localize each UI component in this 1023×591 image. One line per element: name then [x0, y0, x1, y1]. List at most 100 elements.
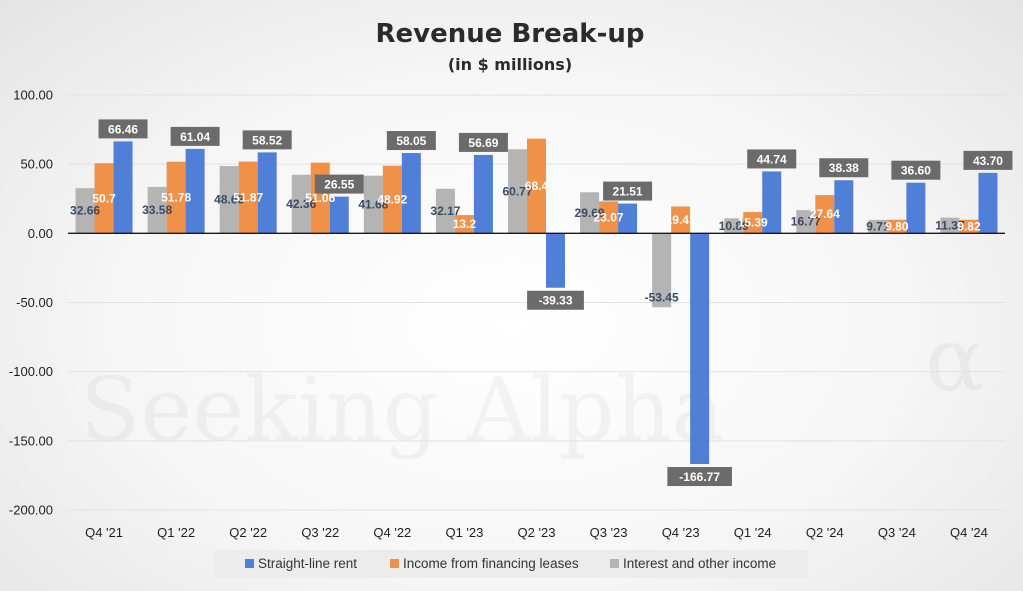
data-label-box-straight-line-rent: [667, 467, 732, 487]
data-label-box-straight-line-rent: [386, 131, 436, 151]
data-label-income-from-financing-leases: 27.64: [810, 207, 840, 221]
legend: Straight-line rent Income from financing …: [214, 550, 808, 578]
data-label-box-straight-line-rent: [314, 174, 364, 194]
data-label-interest-and-other-income: 41.68: [358, 198, 388, 212]
data-label-straight-line-rent: 43.70: [973, 154, 1003, 168]
bar-interest-and-other-income: [435, 188, 455, 234]
legend-label-interest-and-other-income: Interest and other income: [623, 556, 776, 571]
legend-label-income-from-financing-leases: Income from financing leases: [403, 556, 579, 571]
bar-interest-and-other-income: [291, 174, 311, 234]
data-label-straight-line-rent: 61.04: [180, 130, 210, 144]
x-tick-label: Q1 '22: [157, 525, 195, 540]
data-label-income-from-financing-leases: 13.2: [453, 217, 477, 231]
bar-income-from-financing-leases: [671, 206, 691, 234]
bar-income-from-financing-leases: [527, 138, 546, 234]
x-tick-label: Q1 '24: [734, 525, 772, 540]
data-label-straight-line-rent: 56.69: [468, 136, 498, 150]
x-tick-label: Q2 '23: [518, 525, 556, 540]
bar-interest-and-other-income: [508, 149, 527, 234]
data-label-income-from-financing-leases: 68.4: [525, 179, 549, 193]
bar-interest-and-other-income: [940, 217, 960, 234]
x-tick-label: Q3 '24: [878, 525, 916, 540]
x-tick-label: Q3 '23: [590, 525, 628, 540]
bar-income-from-financing-leases: [599, 201, 619, 234]
y-axis: 100.00 50.00 0.00 -50.00 -100.00 -150.00 -200.…: [9, 88, 53, 518]
bar-straight-line-rent: [906, 182, 926, 234]
y-tick-label: 100.00: [13, 88, 53, 103]
data-label-income-from-financing-leases: 9.80: [885, 220, 909, 234]
x-axis: Q4 '21 Q1 '22 Q2 '22 Q3 '22 Q4 '22 Q1 '23 Q2 '…: [85, 525, 988, 540]
data-label-box-straight-line-rent: [963, 150, 1013, 170]
y-tick-label: -150.00: [9, 433, 53, 448]
data-label-income-from-financing-leases: 15.39: [738, 216, 768, 230]
bar-income-from-financing-leases: [166, 161, 186, 234]
legend-label-straight-line-rent: Straight-line rent: [258, 556, 357, 571]
watermark: Seeking Alpha: [80, 358, 724, 461]
bar-interest-and-other-income: [75, 188, 95, 234]
y-tick-label: -100.00: [9, 364, 53, 379]
data-label-box-straight-line-rent: [603, 181, 653, 201]
data-label-box-straight-line-rent: [819, 158, 869, 178]
bar-income-from-financing-leases: [454, 215, 474, 234]
data-label-interest-and-other-income: 33.58: [142, 203, 172, 217]
y-tick-label: 50.00: [20, 157, 53, 172]
data-label-interest-and-other-income: -53.45: [645, 290, 679, 304]
data-label-income-from-financing-leases: 23.07: [594, 210, 624, 224]
chart-title: Revenue Break-up: [376, 19, 645, 49]
legend-swatch-straight-line-rent: [245, 559, 254, 568]
data-label-interest-and-other-income: 16.77: [791, 215, 821, 229]
data-label-straight-line-rent: 58.52: [252, 133, 282, 147]
bar-interest-and-other-income: [219, 166, 239, 234]
data-label-straight-line-rent: 66.46: [108, 122, 138, 136]
bar-straight-line-rent: [546, 233, 565, 288]
bar-interest-and-other-income: [147, 186, 167, 234]
bar-straight-line-rent: [618, 203, 638, 234]
bar-income-from-financing-leases: [94, 163, 114, 234]
data-label-income-from-financing-leases: 51.78: [161, 191, 191, 205]
bar-straight-line-rent: [978, 172, 998, 234]
data-label-income-from-financing-leases: 9.82: [957, 220, 981, 234]
bar-straight-line-rent: [762, 171, 782, 234]
bar-straight-line-rent: [257, 152, 277, 234]
data-label-income-from-financing-leases: 48.92: [377, 192, 407, 206]
x-tick-label: Q3 '22: [301, 525, 339, 540]
data-label-interest-and-other-income: 42.36: [286, 197, 316, 211]
data-label-income-from-financing-leases: 51.87: [233, 190, 263, 204]
legend-box: [214, 550, 808, 578]
y-tick-label: 0.00: [28, 226, 53, 241]
x-tick-label: Q4 '21: [85, 525, 123, 540]
data-label-box-straight-line-rent: [747, 149, 797, 169]
data-label-box-straight-line-rent: [527, 290, 584, 310]
y-tick-label: -200.00: [9, 503, 53, 518]
data-label-straight-line-rent: 36.60: [901, 164, 931, 178]
x-tick-label: Q4 '22: [373, 525, 411, 540]
bar-interest-and-other-income: [580, 192, 600, 234]
legend-swatch-interest-and-other-income: [610, 559, 619, 568]
data-label-straight-line-rent: 44.74: [757, 152, 787, 166]
data-label-interest-and-other-income: 10.89: [719, 219, 749, 233]
data-label-interest-and-other-income: 32.66: [70, 204, 100, 218]
bar-straight-line-rent: [473, 154, 493, 234]
x-tick-label: Q4 '24: [950, 525, 988, 540]
bar-straight-line-rent: [834, 180, 854, 234]
data-label-interest-and-other-income: 11.37: [935, 218, 965, 232]
bar-straight-line-rent: [401, 153, 421, 234]
data-label-income-from-financing-leases: 51.06: [305, 191, 335, 205]
bar-income-from-financing-leases: [815, 195, 835, 234]
data-label-straight-line-rent: -166.77: [679, 470, 720, 484]
data-label-box-straight-line-rent: [891, 160, 941, 180]
bar-income-from-financing-leases: [238, 161, 258, 234]
bar-interest-and-other-income: [868, 219, 888, 234]
bar-income-from-financing-leases: [743, 212, 763, 234]
bar-income-from-financing-leases: [887, 219, 907, 234]
x-tick-label: Q1 '23: [445, 525, 483, 540]
data-label-income-from-financing-leases: 19.41: [666, 213, 696, 227]
bar-straight-line-rent: [185, 148, 205, 234]
bar-interest-and-other-income: [724, 218, 744, 234]
bars: [75, 138, 998, 465]
x-tick-label: Q2 '22: [229, 525, 267, 540]
data-label-interest-and-other-income: 48.63: [214, 193, 244, 207]
data-label-interest-and-other-income: 32.17: [430, 204, 460, 218]
